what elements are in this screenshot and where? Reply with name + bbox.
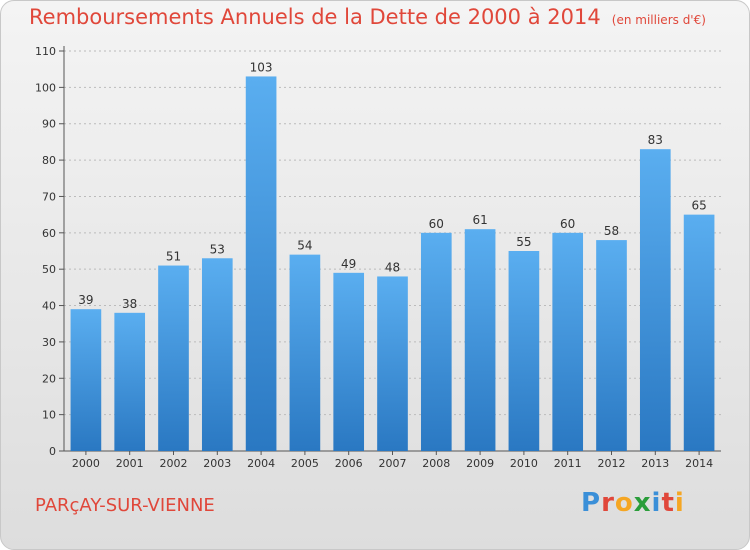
- y-tick-label: 0: [49, 445, 56, 458]
- y-tick-label: 70: [42, 190, 56, 203]
- data-label: 83: [648, 133, 663, 147]
- bar: [333, 272, 365, 451]
- bar: [420, 232, 452, 451]
- bar: [114, 312, 146, 451]
- chart-title-text: Remboursements Annuels de la Dette de 20…: [29, 5, 601, 29]
- data-label: 48: [385, 260, 400, 274]
- data-label: 53: [210, 242, 225, 256]
- bar: [245, 76, 277, 452]
- data-label: 103: [250, 60, 273, 74]
- data-label: 60: [560, 217, 575, 231]
- x-tick-label: 2005: [291, 457, 319, 470]
- data-label: 54: [297, 239, 312, 253]
- x-tick-label: 2003: [203, 457, 231, 470]
- bar: [596, 240, 627, 451]
- bar: [289, 254, 321, 451]
- y-tick-label: 100: [35, 81, 56, 94]
- bar: [464, 229, 496, 451]
- y-tick-label: 80: [42, 154, 56, 167]
- x-tick-label: 2002: [160, 457, 188, 470]
- data-label: 38: [122, 297, 137, 311]
- proxiti-logo: Proxiti: [581, 488, 685, 518]
- x-tick-label: 2009: [466, 457, 494, 470]
- y-tick-label: 30: [42, 336, 56, 349]
- x-tick-label: 2001: [116, 457, 144, 470]
- data-label: 51: [166, 250, 181, 264]
- bar: [201, 258, 233, 451]
- chart-title: Remboursements Annuels de la Dette de 20…: [29, 5, 706, 29]
- x-tick-label: 2012: [598, 457, 626, 470]
- data-label: 39: [78, 293, 93, 307]
- y-tick-label: 110: [35, 45, 56, 58]
- chart-subtitle: (en milliers d'€): [611, 13, 706, 27]
- y-tick-label: 90: [42, 118, 56, 131]
- x-tick-label: 2008: [422, 457, 450, 470]
- y-tick-label: 60: [42, 227, 56, 240]
- bar: [508, 251, 540, 451]
- bar: [158, 265, 189, 451]
- x-tick-label: 2007: [379, 457, 407, 470]
- bar: [377, 276, 408, 451]
- y-tick-label: 10: [42, 409, 56, 422]
- data-label: 61: [472, 213, 487, 227]
- x-tick-label: 2004: [247, 457, 275, 470]
- x-tick-label: 2010: [510, 457, 538, 470]
- logo-letter: i: [651, 488, 662, 518]
- town-name: PARçAY-SUR-VIENNE: [35, 495, 215, 516]
- data-label: 65: [691, 199, 706, 213]
- x-tick-label: 2013: [641, 457, 669, 470]
- logo-letter: P: [581, 488, 602, 518]
- x-tick-label: 2000: [72, 457, 100, 470]
- data-label: 49: [341, 257, 356, 271]
- logo-letter: i: [674, 488, 685, 518]
- data-label: 60: [429, 217, 444, 231]
- data-label: 55: [516, 235, 531, 249]
- y-tick-label: 40: [42, 300, 56, 313]
- logo-letter: t: [661, 488, 675, 518]
- bar: [639, 149, 671, 451]
- y-tick-label: 20: [42, 372, 56, 385]
- data-label: 58: [604, 224, 619, 238]
- logo-letter: x: [633, 488, 652, 518]
- x-tick-label: 2011: [554, 457, 582, 470]
- logo-letter: o: [614, 488, 634, 518]
- logo-letter: r: [601, 488, 615, 518]
- bar: [552, 232, 584, 451]
- bar: [70, 309, 102, 451]
- y-tick-label: 50: [42, 263, 56, 276]
- bar: [683, 214, 715, 451]
- x-tick-label: 2006: [335, 457, 363, 470]
- x-tick-label: 2014: [685, 457, 713, 470]
